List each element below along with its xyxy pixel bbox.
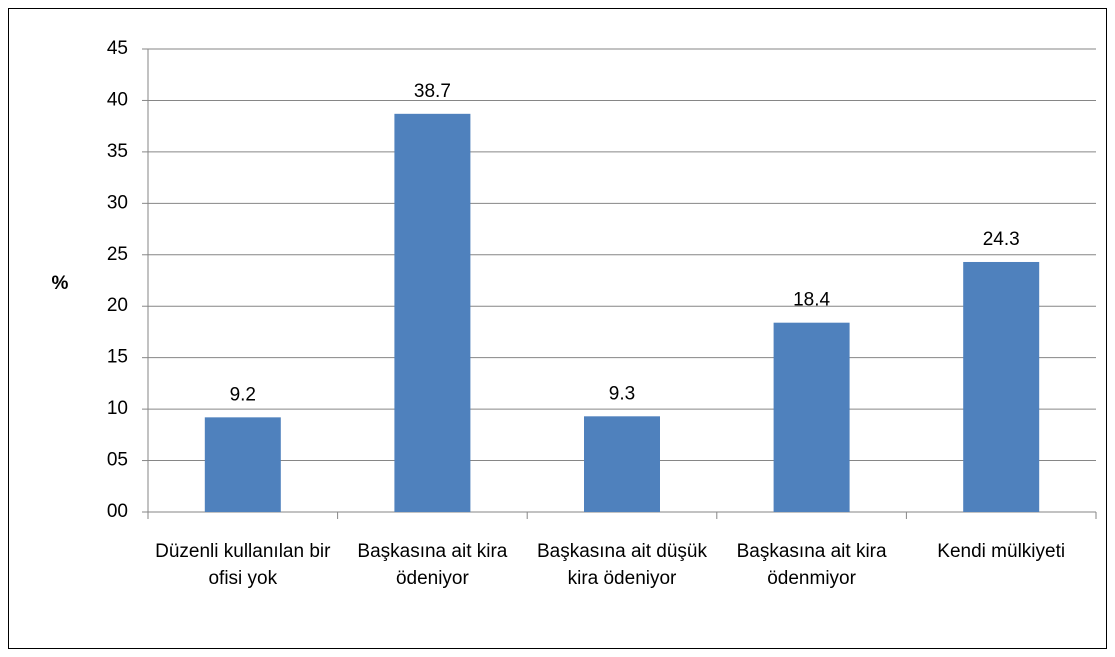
y-tick-label: 05 <box>107 450 128 471</box>
bar <box>204 417 281 512</box>
y-tick-label: 00 <box>107 501 128 522</box>
x-tick-label: Başkasına ait düşük kira ödeniyor <box>536 541 707 589</box>
x-tick-label: Başkasına ait kira ödenmiyor <box>736 541 887 589</box>
bar <box>584 416 660 512</box>
x-tick-label: Düzenli kullanılan bir ofisi yok <box>155 541 331 589</box>
data-label: 9.3 <box>609 383 635 404</box>
y-tick-label: 30 <box>107 192 128 213</box>
chart-border <box>8 8 1107 649</box>
x-tick-label: Kendi mülkiyeti <box>937 541 1066 562</box>
x-tick-label: Başkasına ait kira ödeniyor <box>357 541 508 589</box>
y-axis-label: % <box>52 273 69 294</box>
y-tick-label: 45 <box>107 38 128 59</box>
bar <box>394 113 471 512</box>
bar <box>963 261 1040 512</box>
data-label: 18.4 <box>793 290 830 311</box>
y-tick-label: 10 <box>107 398 128 419</box>
y-tick-label: 25 <box>107 244 128 265</box>
data-label: 9.2 <box>230 384 256 405</box>
bar <box>773 322 850 512</box>
data-label: 24.3 <box>983 229 1020 250</box>
y-tick-label: 40 <box>107 89 128 110</box>
y-tick-label: 35 <box>107 141 128 162</box>
y-tick-label: 15 <box>107 347 128 368</box>
data-label: 38.7 <box>414 81 451 102</box>
y-tick-label: 20 <box>107 295 128 316</box>
